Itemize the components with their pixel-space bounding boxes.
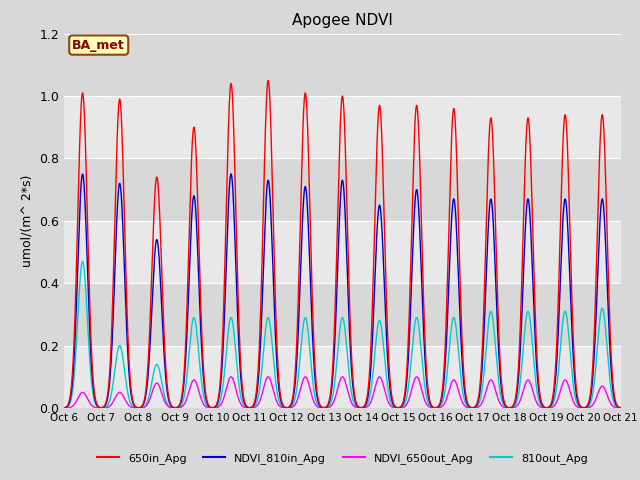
Bar (64, 283, 621, 346)
Bar (64, 96, 621, 158)
Legend: 650in_Apg, NDVI_810in_Apg, NDVI_650out_Apg, 810out_Apg: 650in_Apg, NDVI_810in_Apg, NDVI_650out_A… (92, 448, 593, 468)
Bar (64, 346, 621, 408)
Bar (64, 158, 621, 221)
Bar (64, 221, 621, 283)
Title: Apogee NDVI: Apogee NDVI (292, 13, 393, 28)
Y-axis label: umol/(m^ 2*s): umol/(m^ 2*s) (20, 175, 33, 267)
Text: BA_met: BA_met (72, 38, 125, 51)
Bar (64, 34, 621, 96)
